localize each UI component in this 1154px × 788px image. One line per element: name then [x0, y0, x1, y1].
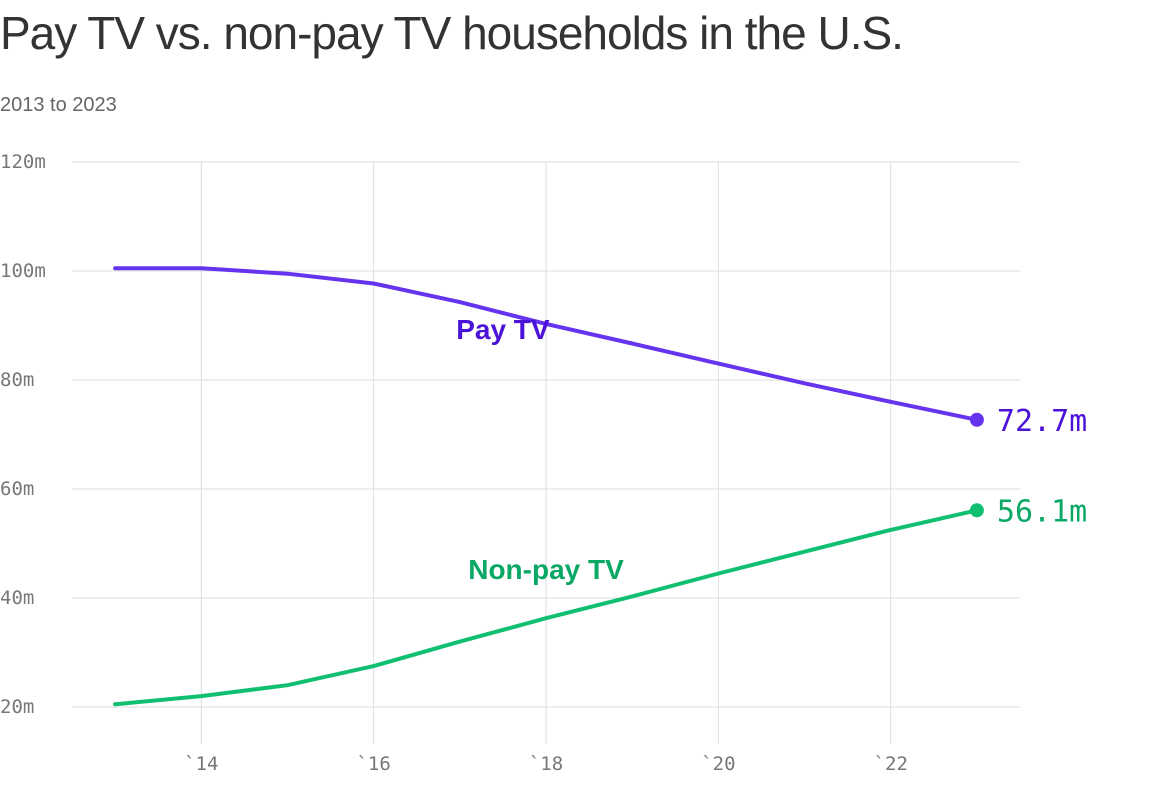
series-lines — [113, 266, 984, 707]
x-tick-label: `14 — [184, 753, 218, 775]
series-labels: 72.7m Pay TV 56.1m Non-pay TV — [456, 314, 1087, 585]
gridlines — [72, 161, 1020, 744]
series-end-point — [969, 412, 984, 427]
series-name-label: Pay TV — [456, 314, 550, 345]
y-tick-label: 80m — [0, 369, 34, 391]
y-tick-label: 120m — [0, 151, 46, 173]
y-axis-ticks: 20m 40m 60m 80m 100m 120m — [0, 151, 46, 718]
series-end-label: 56.1m — [997, 494, 1087, 529]
series-end-label: 72.7m — [997, 404, 1087, 439]
series-end-point — [969, 503, 984, 518]
series-line — [113, 508, 979, 707]
series-name-label: Non-pay TV — [468, 554, 624, 585]
x-tick-label: `16 — [356, 753, 390, 775]
y-tick-label: 20m — [0, 696, 34, 718]
y-tick-label: 60m — [0, 478, 34, 500]
x-tick-label: `22 — [874, 753, 908, 775]
x-axis-ticks: `14 `16 `18 `20 `22 — [184, 753, 908, 775]
y-tick-label: 40m — [0, 587, 34, 609]
chart-subtitle: 2013 to 2023 — [0, 94, 117, 116]
chart-title: Pay TV vs. non-pay TV households in the … — [0, 7, 904, 59]
y-tick-label: 100m — [0, 260, 46, 282]
x-tick-label: `18 — [529, 753, 563, 775]
x-tick-label: `20 — [701, 753, 735, 775]
series-line — [113, 266, 979, 422]
